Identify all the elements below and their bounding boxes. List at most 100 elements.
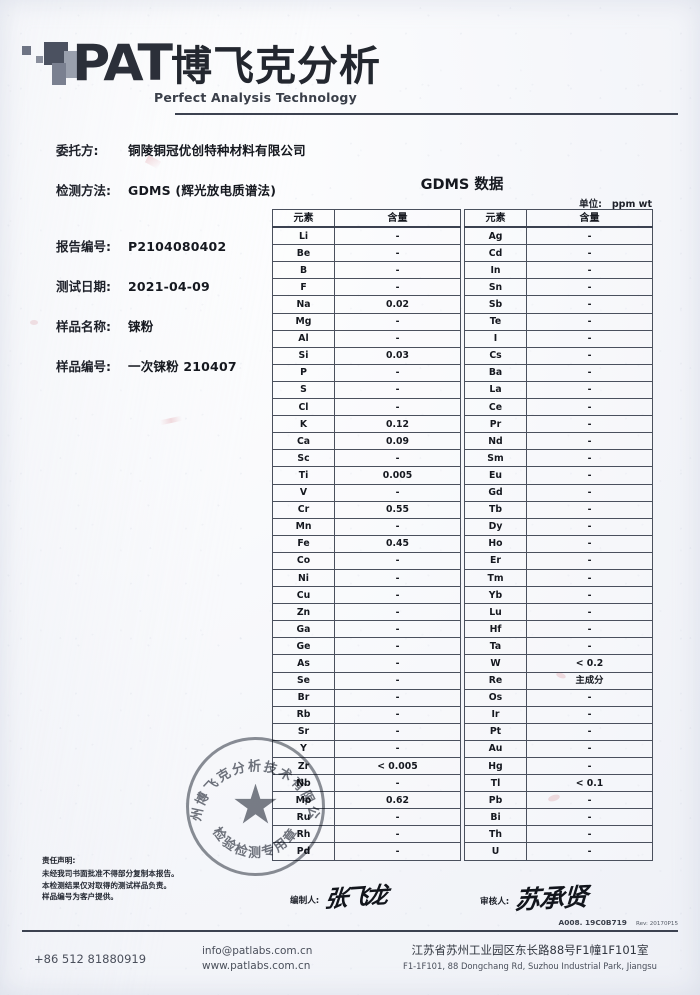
- sample-no-value: 一次铼粉 210407: [128, 359, 237, 374]
- table-row: Lu -: [464, 603, 653, 622]
- cell-content: -: [526, 261, 653, 280]
- cell-content: -: [334, 654, 461, 673]
- prepared-by-label: 编制人:: [290, 895, 320, 906]
- table-row: Ti 0.005: [272, 466, 461, 485]
- cell-content: -: [526, 603, 653, 622]
- table-row: Bi -: [464, 808, 653, 827]
- cell-element: Nb: [272, 774, 335, 793]
- cell-element: V: [272, 483, 335, 502]
- cell-element: Ru: [272, 808, 335, 827]
- table-row: Cl -: [272, 398, 461, 417]
- cell-element: Bi: [464, 808, 527, 827]
- cell-content: -: [334, 483, 461, 502]
- cell-content: -: [526, 483, 653, 502]
- cell-element: Zn: [272, 603, 335, 622]
- cell-content: -: [334, 244, 461, 263]
- cell-element: Rb: [272, 705, 335, 724]
- table-row: Mn -: [272, 517, 461, 536]
- col-header-content: 含量: [334, 209, 461, 229]
- client-value: 铜陵铜冠优创特种材料有限公司: [128, 143, 306, 158]
- cell-content: -: [526, 449, 653, 468]
- gdms-table-left: 元素 含量 Li - Be - B - F - Na 0.02 Mg - Al - Si 0.03 P - S - Cl…: [272, 209, 461, 861]
- cell-content: -: [334, 278, 461, 297]
- cell-content: < 0.1: [526, 774, 653, 793]
- unit-value: ppm wt: [611, 199, 652, 210]
- cell-element: Zr: [272, 756, 335, 776]
- meta-row-sample-name: 样品名称: 铼粉: [56, 316, 356, 335]
- cell-content: < 0.2: [526, 654, 653, 673]
- cell-element: Rh: [272, 825, 335, 844]
- cell-element: Th: [464, 825, 527, 844]
- cell-element: In: [464, 261, 527, 280]
- cell-content: -: [526, 637, 653, 656]
- prepared-by-group: 编制人: 张飞龙: [290, 882, 387, 913]
- cell-element: Fe: [272, 534, 335, 553]
- cell-content: -: [526, 722, 653, 741]
- cell-element: Eu: [464, 466, 527, 485]
- footer-email[interactable]: info@patlabs.com.cn: [202, 945, 313, 957]
- cell-element: Hf: [464, 620, 527, 639]
- table-row: Ca 0.09: [272, 432, 461, 451]
- cell-content: -: [334, 722, 461, 741]
- table-row: As -: [272, 654, 461, 673]
- cell-content: -: [334, 671, 461, 690]
- test-date-value: 2021-04-09: [128, 279, 210, 294]
- table-row: Pt -: [464, 722, 653, 741]
- disclaimer-block: 责任声明: 未经我司书面批准不得部分复制本报告。 本检测结果仅对取得的测试样品负…: [42, 855, 257, 903]
- sample-name-value: 铼粉: [128, 319, 154, 334]
- cell-content: 0.12: [334, 415, 461, 434]
- report-no-value: P2104080402: [128, 239, 227, 254]
- table-row: Se -: [272, 671, 461, 690]
- table-row: I-: [464, 329, 653, 348]
- cell-content: -: [334, 620, 461, 639]
- cell-content: -: [526, 756, 653, 776]
- header-divider: [175, 113, 678, 115]
- cell-content: -: [526, 500, 653, 519]
- cell-content: -: [526, 842, 653, 861]
- table-row: Pd -: [272, 842, 461, 861]
- reviewed-by-label: 审核人:: [480, 897, 510, 908]
- cell-element: Pt: [464, 722, 527, 741]
- cell-element: B: [272, 261, 335, 280]
- cell-content: -: [334, 825, 461, 844]
- table-row: In -: [464, 261, 653, 280]
- cell-element: Co: [272, 551, 335, 570]
- document-revision: Rev: 20170P15: [635, 921, 678, 927]
- cell-content: 0.09: [334, 432, 461, 451]
- cell-content: -: [526, 620, 653, 639]
- table-row: Na 0.02: [272, 295, 461, 314]
- table-row: Mg -: [272, 312, 461, 331]
- cell-content: 主成分: [526, 671, 653, 690]
- footer-website[interactable]: www.patlabs.com.cn: [202, 960, 311, 972]
- cell-content: -: [334, 517, 461, 536]
- cell-element: Er: [464, 551, 527, 570]
- cell-content: -: [334, 774, 461, 793]
- document-code-value: A008. 19C0B719: [558, 918, 627, 927]
- table-row: W < 0.2: [464, 654, 653, 673]
- meta-row-test-date: 测试日期: 2021-04-09: [56, 276, 356, 295]
- footer-contact: info@patlabs.com.cn www.patlabs.com.cn: [202, 944, 312, 974]
- unit-label: 单位:: [579, 199, 602, 210]
- table-row: Er -: [464, 551, 653, 570]
- footer-address-cn: 江苏省苏州工业园区东长路88号F1幢1F101室: [411, 943, 649, 957]
- col-header-element: 元素: [272, 209, 335, 229]
- cell-element: Ga: [272, 620, 335, 639]
- table-row: Tl < 0.1: [464, 774, 653, 793]
- table-row: Zn -: [272, 603, 461, 622]
- cell-element: As: [272, 654, 335, 673]
- cell-element: Si: [272, 346, 335, 365]
- col-header-content: 含量: [526, 209, 653, 229]
- table-row: P-: [272, 363, 461, 382]
- cell-content: -: [334, 398, 461, 417]
- table-row: Au -: [464, 739, 653, 759]
- table-row: Sn -: [464, 278, 653, 297]
- cell-element: Be: [272, 244, 335, 263]
- reviewed-by-group: 审核人: 苏承贤: [480, 882, 588, 915]
- cell-element: Pd: [272, 842, 335, 861]
- brand-logo: PAT博飞克分析: [72, 38, 381, 88]
- cell-element: Re: [464, 671, 527, 690]
- table-row: Hg -: [464, 756, 653, 776]
- cell-content: -: [526, 380, 653, 400]
- gdms-left-body: Li - Be - B - F - Na 0.02 Mg - Al - Si 0.03 P - S - Cl - K 0.12…: [272, 226, 461, 861]
